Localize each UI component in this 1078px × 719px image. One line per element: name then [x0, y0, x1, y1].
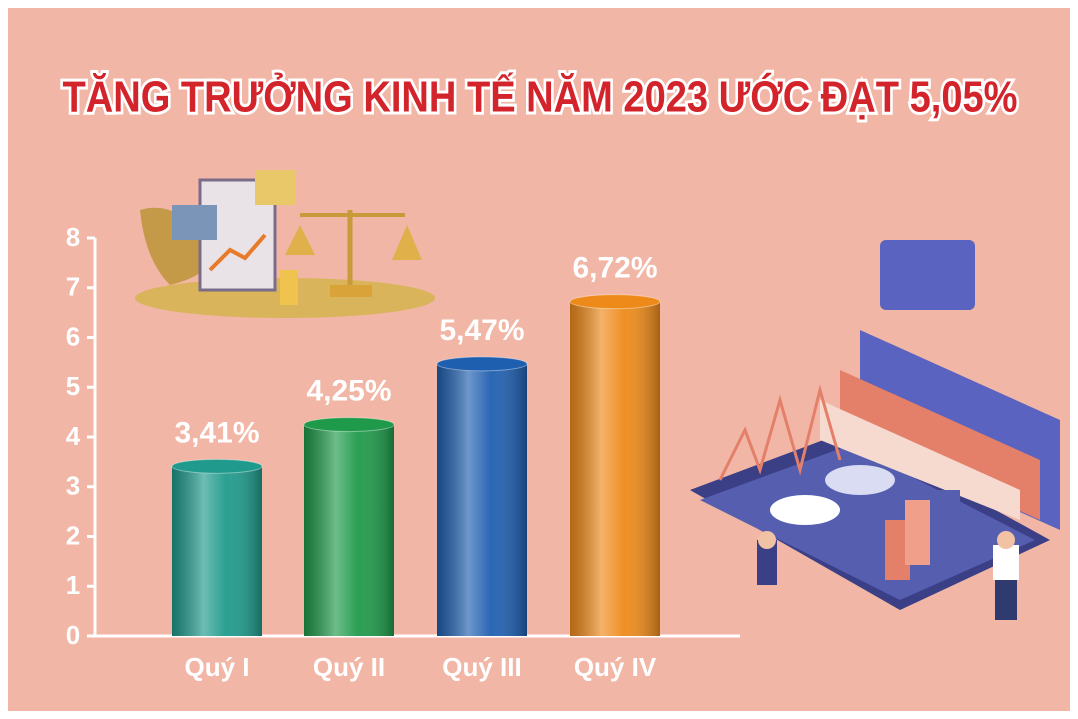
value-label: 3,41%: [174, 416, 259, 449]
y-tick-label: 8: [66, 222, 80, 252]
y-tick-label: 7: [66, 272, 80, 302]
bar-top: [569, 294, 661, 310]
bar-shine: [172, 466, 262, 636]
x-tick-label: Quý IV: [574, 652, 657, 682]
value-label: 4,25%: [306, 374, 391, 407]
y-tick-label: 6: [66, 321, 80, 351]
chart-title: TĂNG TRƯỞNG KINH TẾ NĂM 2023 ƯỚC ĐẠT 5,0…: [63, 71, 1018, 122]
bar-shine: [304, 424, 394, 636]
bar-top: [171, 458, 263, 474]
y-tick-label: 4: [66, 421, 81, 451]
y-tick-label: 3: [66, 471, 80, 501]
bar-shine: [437, 363, 527, 636]
decoration-finance: [135, 170, 435, 318]
bar-shine: [570, 301, 660, 636]
x-tick-label: Quý I: [184, 652, 249, 682]
x-tick-label: Quý III: [442, 652, 521, 682]
bar-top: [436, 356, 528, 372]
y-tick-label: 0: [66, 620, 80, 650]
bar-top: [303, 417, 395, 433]
y-tick-label: 2: [66, 520, 80, 550]
y-tick-label: 5: [66, 371, 80, 401]
decoration-dashboard: [690, 240, 1060, 620]
value-label: 5,47%: [439, 314, 524, 347]
y-tick-label: 1: [66, 570, 80, 600]
value-label: 6,72%: [572, 252, 657, 285]
x-tick-label: Quý II: [313, 652, 385, 682]
